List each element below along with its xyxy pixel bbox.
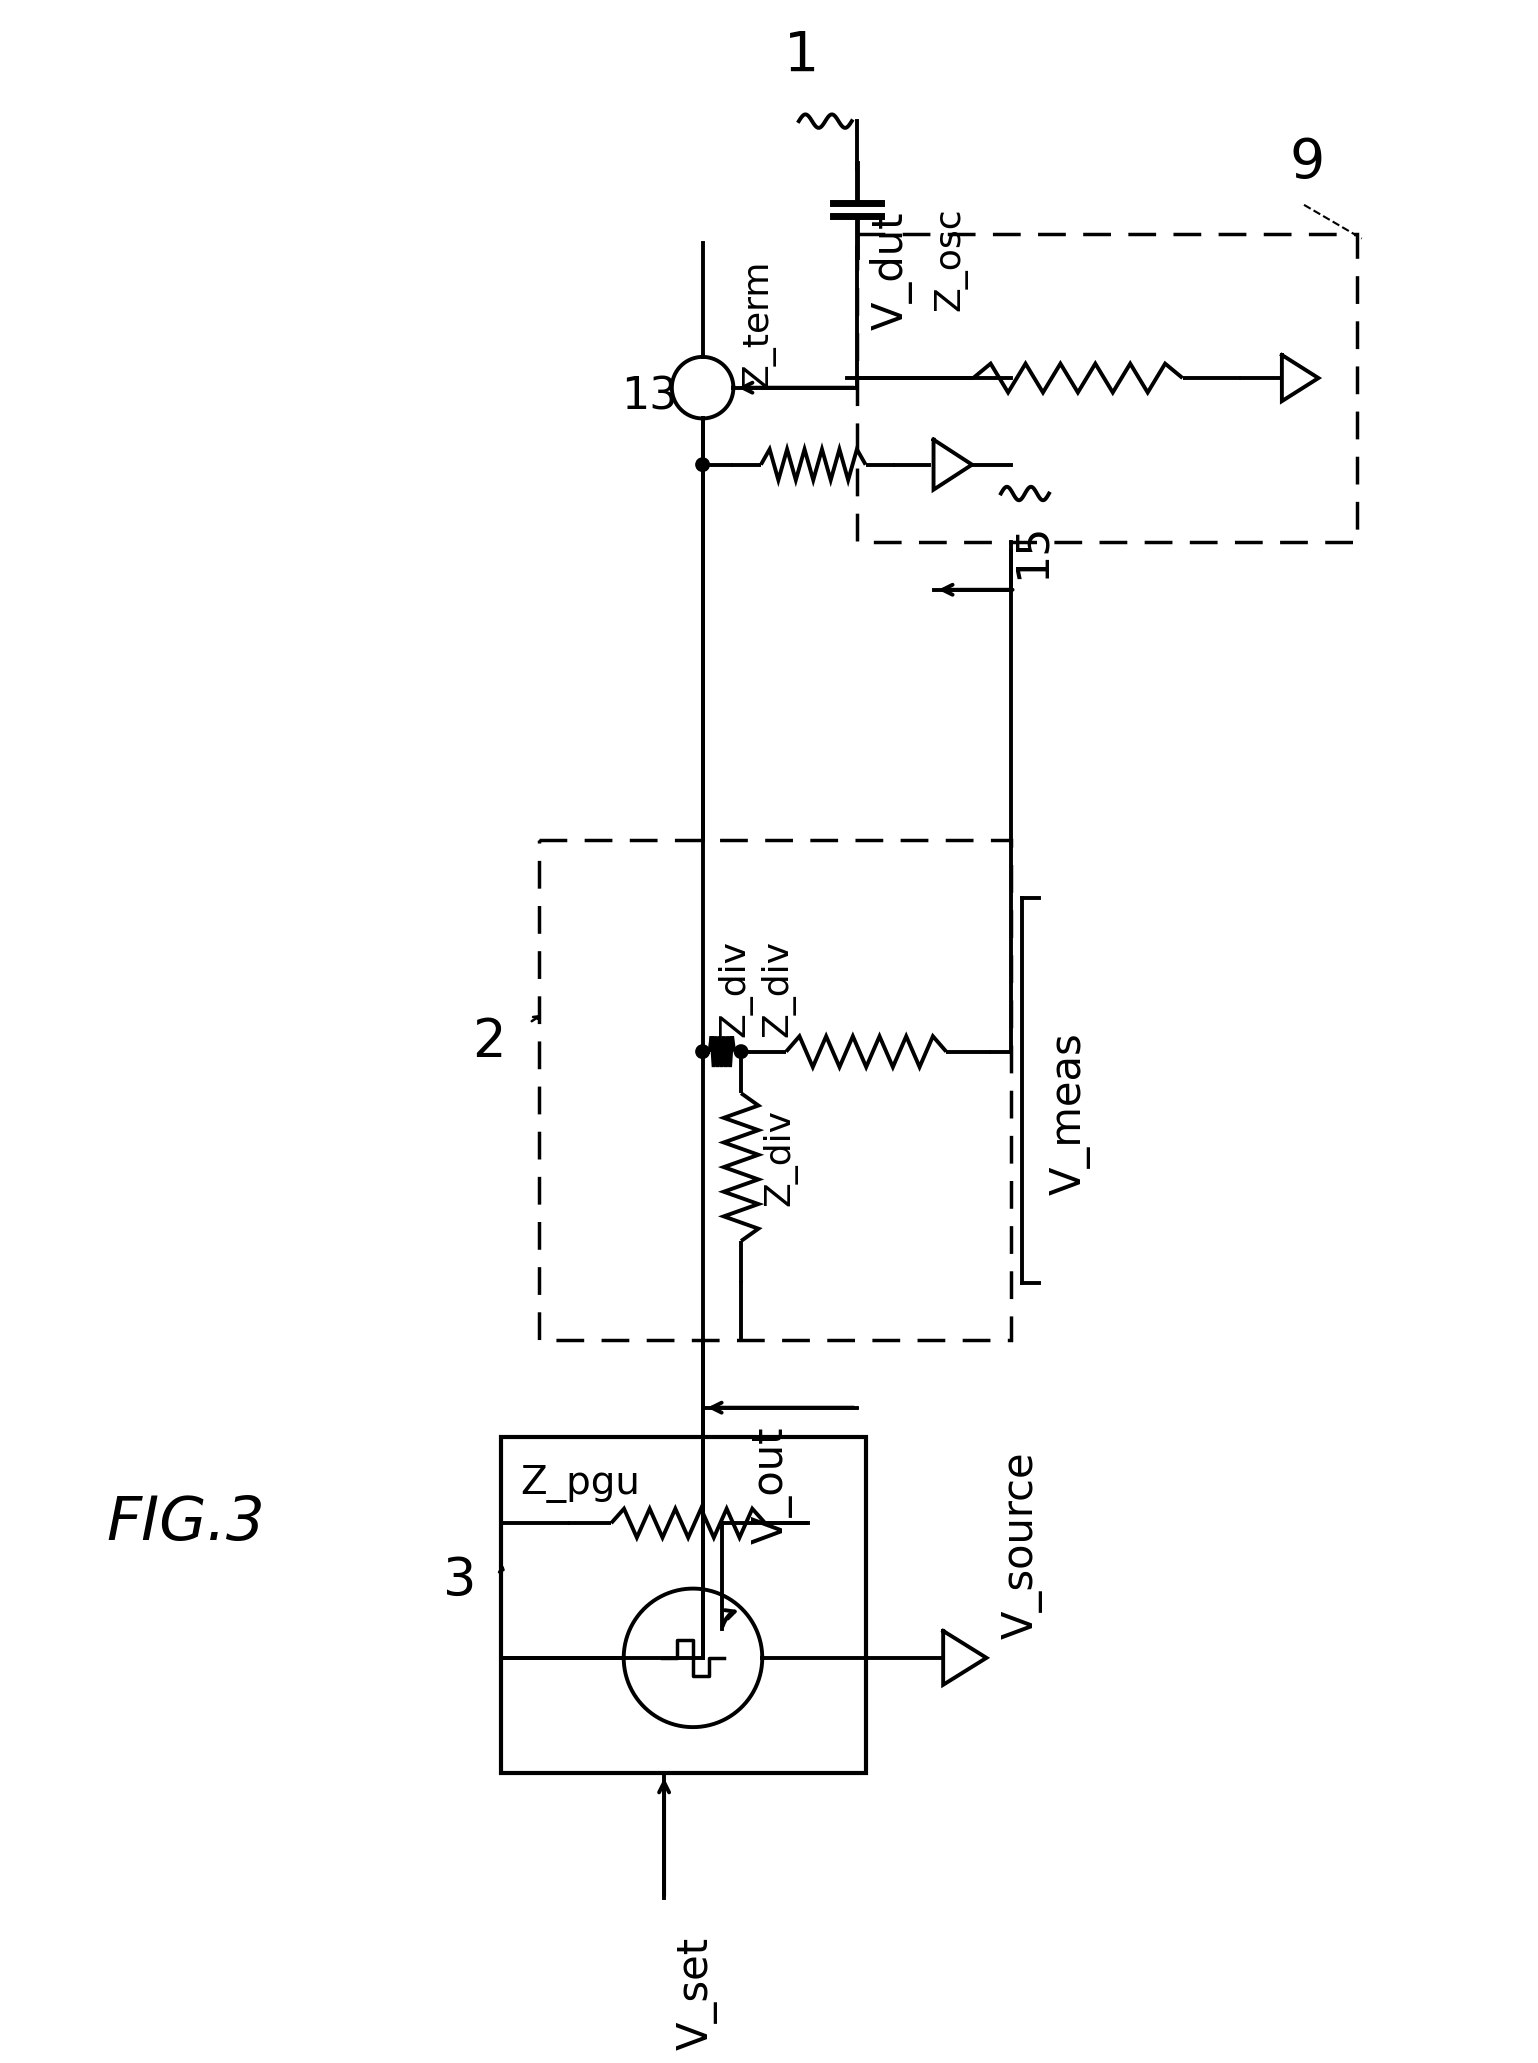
Text: V_set: V_set (675, 1937, 718, 2051)
Circle shape (734, 1044, 747, 1058)
Circle shape (695, 1044, 709, 1058)
Text: Z_term: Z_term (741, 260, 775, 388)
Text: 15: 15 (1010, 522, 1054, 580)
Text: Z_pgu: Z_pgu (520, 1465, 640, 1504)
Text: FIG.3: FIG.3 (106, 1494, 265, 1553)
Text: Z_div: Z_div (760, 941, 795, 1038)
Text: V_dut: V_dut (871, 210, 914, 330)
Text: Z_osc: Z_osc (934, 206, 967, 312)
Text: 2: 2 (472, 1015, 504, 1069)
Text: Z_div: Z_div (717, 941, 752, 1038)
Bar (538, 840, 1010, 1341)
Text: 9: 9 (1289, 136, 1324, 190)
Text: 1: 1 (784, 29, 820, 83)
Text: 3: 3 (443, 1556, 477, 1607)
Circle shape (695, 458, 709, 470)
Text: Z_div: Z_div (763, 1110, 797, 1207)
Text: 13: 13 (621, 375, 677, 419)
Bar (857, 233, 1357, 543)
Text: V_meas: V_meas (1049, 1032, 1090, 1194)
Text: V_source: V_source (1001, 1450, 1043, 1638)
Text: V_out: V_out (751, 1428, 792, 1545)
Bar (500, 1436, 866, 1774)
